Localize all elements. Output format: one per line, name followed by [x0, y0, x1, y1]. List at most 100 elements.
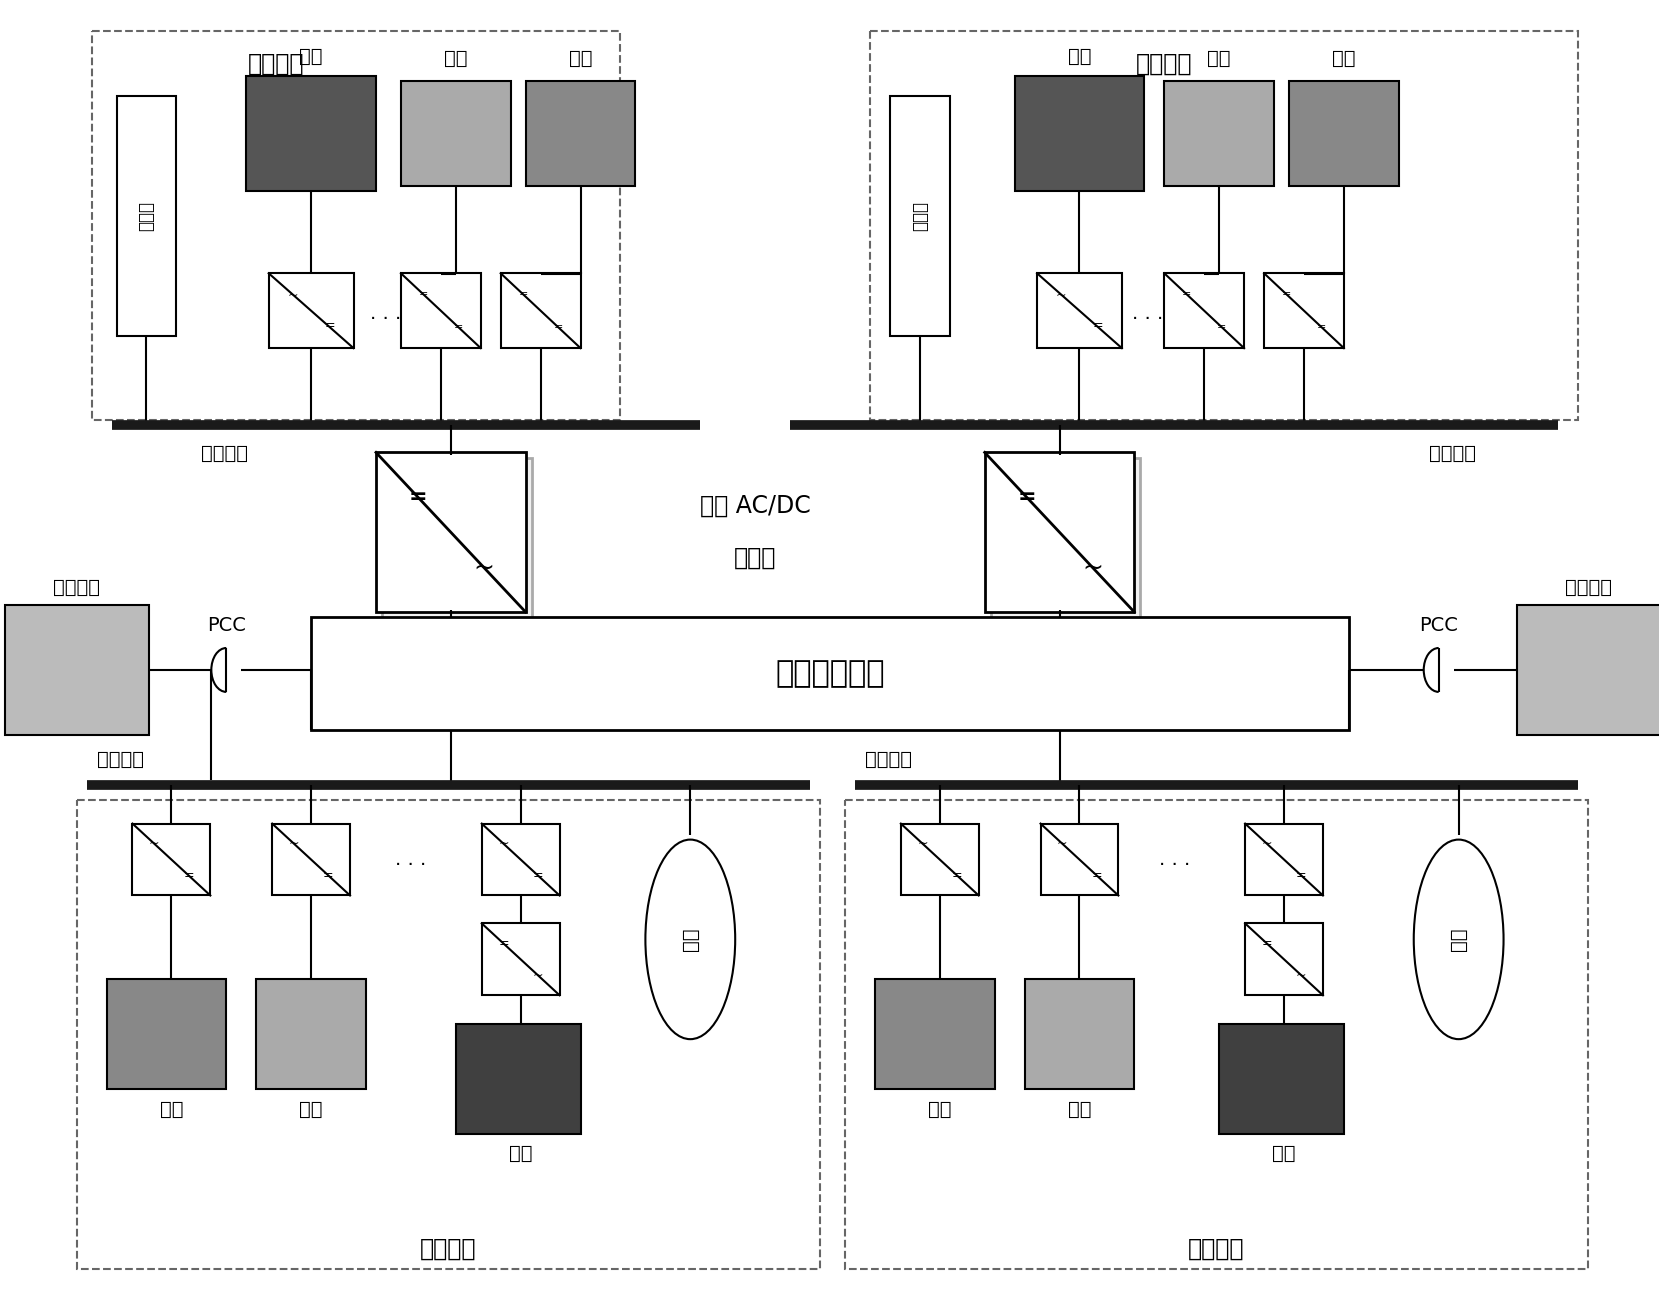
- Bar: [246, 77, 375, 191]
- Text: 风机: 风机: [299, 47, 322, 66]
- Text: =: =: [1317, 322, 1325, 332]
- Bar: [525, 82, 636, 186]
- Bar: [311, 617, 1349, 729]
- Text: 交流子网: 交流子网: [420, 1237, 477, 1260]
- Bar: [269, 274, 354, 348]
- Text: 整流器: 整流器: [138, 201, 156, 231]
- Text: ~: ~: [1055, 289, 1066, 302]
- Text: =: =: [952, 868, 962, 881]
- Text: ~: ~: [149, 837, 159, 850]
- Text: ~: ~: [917, 837, 928, 850]
- Bar: [76, 800, 821, 1268]
- Bar: [1164, 274, 1244, 348]
- Bar: [133, 824, 211, 896]
- Text: ~: ~: [1056, 837, 1068, 850]
- Bar: [1516, 605, 1661, 735]
- Text: =: =: [419, 289, 429, 300]
- Text: . . .: . . .: [1131, 304, 1163, 323]
- Bar: [875, 979, 995, 1089]
- Text: 上级电网: 上级电网: [53, 578, 100, 597]
- Text: 交流母线: 交流母线: [96, 750, 143, 770]
- Text: 储能: 储能: [443, 49, 467, 67]
- Ellipse shape: [1414, 840, 1503, 1040]
- Text: 双向 AC/DC: 双向 AC/DC: [699, 493, 811, 518]
- Bar: [1219, 1024, 1344, 1134]
- Text: ~: ~: [289, 837, 299, 850]
- Bar: [91, 31, 621, 421]
- Text: =: =: [1282, 289, 1291, 300]
- Text: =: =: [1091, 868, 1101, 881]
- Bar: [500, 274, 581, 348]
- Text: ~: ~: [1262, 837, 1272, 850]
- Text: 变换器: 变换器: [734, 546, 776, 570]
- Bar: [1289, 82, 1399, 186]
- Text: =: =: [183, 868, 194, 881]
- Text: =: =: [533, 868, 543, 881]
- Bar: [1040, 824, 1118, 896]
- Bar: [400, 82, 510, 186]
- Bar: [990, 458, 1141, 618]
- Text: =: =: [1218, 322, 1226, 332]
- Bar: [382, 458, 532, 618]
- Text: =: =: [322, 868, 334, 881]
- Bar: [1015, 77, 1144, 191]
- Bar: [5, 605, 149, 735]
- Bar: [900, 824, 978, 896]
- Text: 光伏: 光伏: [159, 1099, 183, 1119]
- Bar: [1036, 274, 1121, 348]
- Bar: [116, 96, 176, 336]
- Text: 储能: 储能: [1068, 1099, 1091, 1119]
- Text: 风机: 风机: [1068, 47, 1091, 66]
- Text: =: =: [498, 937, 508, 950]
- Text: =: =: [453, 322, 463, 332]
- Text: 直流子网: 直流子网: [1136, 51, 1193, 75]
- Text: 交流配电网络: 交流配电网络: [776, 659, 885, 688]
- Bar: [890, 96, 950, 336]
- Bar: [1264, 274, 1344, 348]
- Bar: [455, 1024, 581, 1134]
- Text: PCC: PCC: [208, 615, 246, 635]
- Text: 储能: 储能: [1208, 49, 1231, 67]
- Text: =: =: [1183, 289, 1191, 300]
- Text: =: =: [1262, 937, 1272, 950]
- Text: 交流子网: 交流子网: [1188, 1237, 1244, 1260]
- Text: =: =: [553, 322, 563, 332]
- Bar: [106, 979, 226, 1089]
- Text: 直流母线: 直流母线: [1428, 444, 1475, 463]
- Text: 上级电网: 上级电网: [1565, 578, 1611, 597]
- Bar: [256, 979, 365, 1089]
- Text: ~: ~: [1296, 968, 1307, 981]
- Text: ~: ~: [473, 556, 495, 579]
- Text: 负荷: 负荷: [681, 928, 699, 951]
- Text: =: =: [1017, 487, 1036, 508]
- Text: 直流子网: 直流子网: [247, 51, 304, 75]
- Bar: [845, 800, 1588, 1268]
- Text: . . .: . . .: [395, 850, 427, 870]
- Text: . . .: . . .: [1159, 850, 1189, 870]
- Text: 整流器: 整流器: [910, 201, 928, 231]
- Text: 储能: 储能: [299, 1099, 322, 1119]
- Text: ~: ~: [1081, 556, 1103, 579]
- Text: 负荷: 负荷: [1448, 928, 1468, 951]
- Ellipse shape: [646, 840, 736, 1040]
- Bar: [482, 824, 560, 896]
- Bar: [985, 453, 1134, 613]
- Text: =: =: [518, 289, 528, 300]
- Text: ~: ~: [498, 837, 508, 850]
- Bar: [400, 274, 480, 348]
- Bar: [1246, 824, 1322, 896]
- Bar: [482, 923, 560, 996]
- Bar: [1164, 82, 1274, 186]
- Bar: [870, 31, 1578, 421]
- Text: =: =: [1296, 868, 1307, 881]
- Bar: [272, 824, 350, 896]
- Text: 风机: 风机: [508, 1145, 533, 1163]
- Text: 光伏: 光伏: [928, 1099, 952, 1119]
- Text: 风机: 风机: [1272, 1145, 1296, 1163]
- Bar: [375, 453, 525, 613]
- Text: ~: ~: [287, 289, 297, 302]
- Text: =: =: [1093, 319, 1103, 332]
- Bar: [1025, 979, 1134, 1089]
- Text: . . .: . . .: [370, 304, 402, 323]
- Text: 光伏: 光伏: [568, 49, 593, 67]
